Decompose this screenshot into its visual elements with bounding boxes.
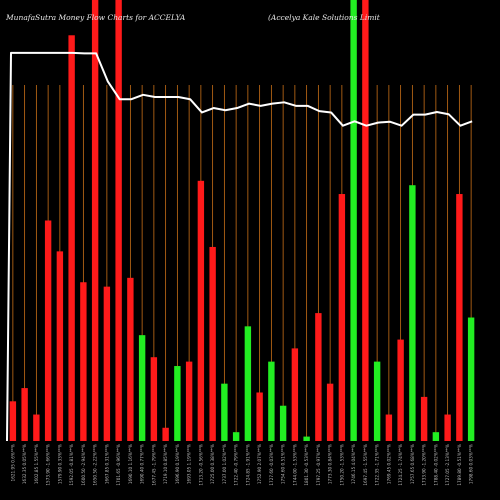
bar-series: [9, 0, 475, 441]
bar-up: [432, 432, 440, 441]
x-tick-label: 1744.00 -1.53%**%: [292, 444, 297, 486]
x-tick-label: 1690.10 1.16%**%: [128, 444, 133, 484]
bar-down: [456, 194, 463, 441]
bar-down: [315, 313, 322, 441]
x-tick-label: 1727.60 -0.03%**%: [269, 444, 274, 486]
bar-down: [103, 286, 111, 441]
bar-up: [467, 317, 475, 441]
bar-down: [385, 414, 393, 441]
chart-title-left: MunafaSutra Money Flow Charts for ACCELY…: [5, 13, 186, 22]
x-tick-label: 1801.30 -0.53%**%: [304, 444, 309, 486]
bar-up: [268, 361, 275, 441]
bar-down: [44, 220, 52, 441]
x-tick-label: 1727.05 -2.13%**%: [445, 444, 450, 486]
bar-down: [326, 383, 334, 441]
bar-up: [350, 0, 357, 441]
bar-down: [197, 180, 205, 441]
bar-up: [232, 432, 240, 441]
x-tick-label: 1722.35 -1.71%**%: [375, 444, 380, 486]
x-tick-label: 1650.50 -2.22%**%: [93, 444, 98, 486]
bar-down: [362, 0, 369, 441]
x-tick-label: 1677.45 -1.79%**%: [151, 444, 156, 486]
bar-down: [162, 427, 169, 441]
x-tick-label: 1752.90 2.07%**%: [257, 444, 262, 484]
x-tick-label: 1746.15 4.04%**%: [351, 444, 356, 484]
bar-down: [185, 361, 193, 441]
bar-down: [397, 339, 404, 441]
x-tick-label: 1573.90 -1.66%**%: [46, 444, 51, 486]
x-tick-label: 1697.45 -1.55%**%: [363, 444, 368, 486]
x-tick-label: 1713.20 -0.56%**%: [198, 444, 203, 486]
bar-down: [115, 0, 122, 441]
bar-up: [409, 185, 416, 441]
bar-down: [21, 388, 28, 441]
bar-up: [303, 436, 310, 441]
bar-up: [174, 366, 181, 441]
bar-down: [33, 414, 40, 441]
bar-up: [279, 405, 287, 441]
bar-up: [373, 361, 381, 441]
bar-down: [256, 392, 263, 441]
x-tick-label: 1724.25 -1.74%**%: [398, 444, 403, 486]
bar-down: [291, 348, 299, 441]
x-tick-label: 1798.60 0.03%**%: [469, 444, 474, 484]
x-tick-label: 1757.65 0.68%**%: [410, 444, 415, 484]
bar-down: [444, 414, 451, 441]
bar-down: [420, 396, 428, 441]
x-tick-label: 1602.85 1.55%**%: [34, 444, 39, 484]
bar-down: [209, 246, 216, 441]
x-tick-label: 1632.35 0.05%**%: [22, 444, 27, 484]
chart-title-right: (Accelya Kale Solutions Limit: [268, 13, 381, 22]
bar-down: [127, 277, 134, 441]
x-tick-label: 1719.10 0.85%**%: [163, 444, 168, 484]
x-tick-label: 1725.00 0.38%**%: [210, 444, 215, 484]
x-tick-label: 1693.05 1.19%**%: [187, 444, 192, 484]
bar-down: [56, 251, 64, 441]
price-line: [6, 51, 473, 442]
x-tick-label: 1579.90 0.33%**%: [57, 444, 62, 484]
x-tick-label: 1733.90 -1.20%**%: [422, 444, 427, 486]
x-tick-label: 1737.00 1.02%**%: [222, 444, 227, 484]
x-tick-label: 1797.25 -0.97%**%: [316, 444, 321, 486]
x-tick-label: 1690.40 0.77%**%: [140, 444, 145, 484]
bar-down: [68, 35, 75, 441]
bar-up: [138, 335, 146, 441]
x-tick-label: 1621.95 0.6%**%: [10, 444, 15, 481]
x-tick-labels: 1621.95 0.6%**% 1632.35 0.05%**% 1602.85 1…: [10, 444, 473, 486]
bar-down: [9, 401, 17, 441]
bar-down: [150, 357, 158, 441]
x-tick-label: 1754.60 0.51%**%: [281, 444, 286, 484]
bar-down: [338, 194, 346, 441]
x-tick-label: 1750.20 -1.53%**%: [339, 444, 344, 486]
x-tick-label: 1789.80 -0.51%**%: [457, 444, 462, 486]
x-tick-label: 1696.90 0.19%**%: [175, 444, 180, 484]
x-tick-label: 1773.30 0.84%**%: [328, 444, 333, 484]
bar-up: [221, 383, 228, 441]
x-tick-label: 1701.65 -0.96%**%: [116, 444, 121, 486]
bar-down: [80, 282, 87, 441]
bar-up: [244, 326, 252, 441]
x-tick-label: 1722.40 -0.79%**%: [234, 444, 239, 486]
bar-down: [91, 0, 99, 441]
x-tick-label: 1724.85 -1.91%**%: [245, 444, 250, 486]
x-tick-label: 1592.05 -0.81%**%: [69, 444, 74, 486]
x-tick-label: 1667.85 0.31%**%: [104, 444, 109, 484]
x-tick-label: 1600.50 -2.94%**%: [81, 444, 86, 486]
price-line-path: [6, 51, 473, 442]
x-tick-label: 1769.45 0.02%**%: [386, 444, 391, 484]
x-tick-label: 1788.40 -0.02%**%: [433, 444, 438, 486]
